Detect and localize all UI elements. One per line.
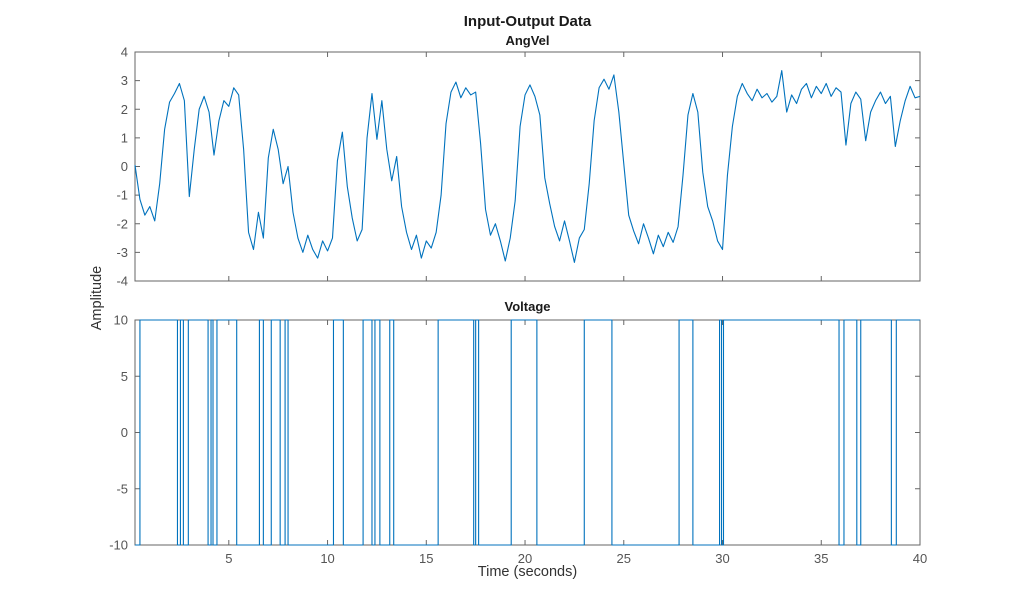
x-tick-label: 40 (913, 551, 927, 566)
y-tick-label: 2 (121, 102, 128, 117)
subplot-voltage-title: Voltage (504, 299, 551, 314)
figure-title: Input-Output Data (463, 13, 592, 30)
axes-box (134, 319, 921, 546)
y-tick-label: 1 (121, 130, 128, 145)
y-tick-label: -5 (116, 481, 128, 496)
voltage-line (135, 319, 920, 546)
x-axis-label: Time (seconds) (477, 564, 578, 580)
x-tick-label: 10 (320, 551, 334, 566)
y-tick-label: 0 (121, 425, 128, 440)
x-tick-label: 20 (518, 551, 532, 566)
y-tick-label: 3 (121, 73, 128, 88)
y-tick-label: -4 (116, 274, 128, 289)
x-tick-label: 35 (814, 551, 828, 566)
y-tick-label: 10 (114, 313, 128, 328)
x-tick-label: 30 (715, 551, 729, 566)
y-tick-label: 4 (121, 45, 128, 60)
x-tick-label: 5 (225, 551, 232, 566)
y-tick-label: 0 (121, 159, 128, 174)
x-tick-label: 25 (617, 551, 631, 566)
angvel-line (134, 70, 921, 263)
x-tick-label: 15 (419, 551, 433, 566)
y-tick-label: -3 (116, 245, 128, 260)
y-tick-label: -1 (116, 188, 128, 203)
angvel-plot-area: -4 -3 -2 -1 0 1 2 3 4 (116, 45, 921, 289)
y-tick-label: -10 (109, 538, 128, 553)
y-tick-label: -2 (116, 216, 128, 231)
subplot-angvel-title: AngVel (505, 33, 550, 48)
voltage-plot-area: 5 10 15 20 25 30 35 40 -10 -5 0 5 10 (109, 313, 927, 567)
y-tick-label: 5 (121, 369, 128, 384)
y-axis-label: Amplitude (89, 265, 105, 331)
